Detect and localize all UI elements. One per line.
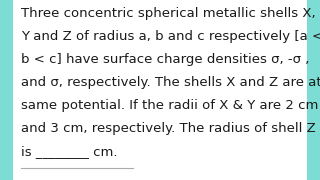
Text: Y and Z of radius a, b and c respectively [a <: Y and Z of radius a, b and c respectivel… bbox=[21, 30, 320, 43]
FancyBboxPatch shape bbox=[13, 0, 307, 180]
Text: b < c] have surface charge densities σ, -σ ,: b < c] have surface charge densities σ, … bbox=[21, 53, 309, 66]
Text: Three concentric spherical metallic shells X,: Three concentric spherical metallic shel… bbox=[21, 7, 316, 20]
Text: and 3 cm, respectively. The radius of shell Z: and 3 cm, respectively. The radius of sh… bbox=[21, 122, 316, 135]
Text: and σ, respectively. The shells X and Z are at: and σ, respectively. The shells X and Z … bbox=[21, 76, 320, 89]
Text: is ________ cm.: is ________ cm. bbox=[21, 145, 117, 158]
Text: same potential. If the radii of X & Y are 2 cm: same potential. If the radii of X & Y ar… bbox=[21, 99, 318, 112]
